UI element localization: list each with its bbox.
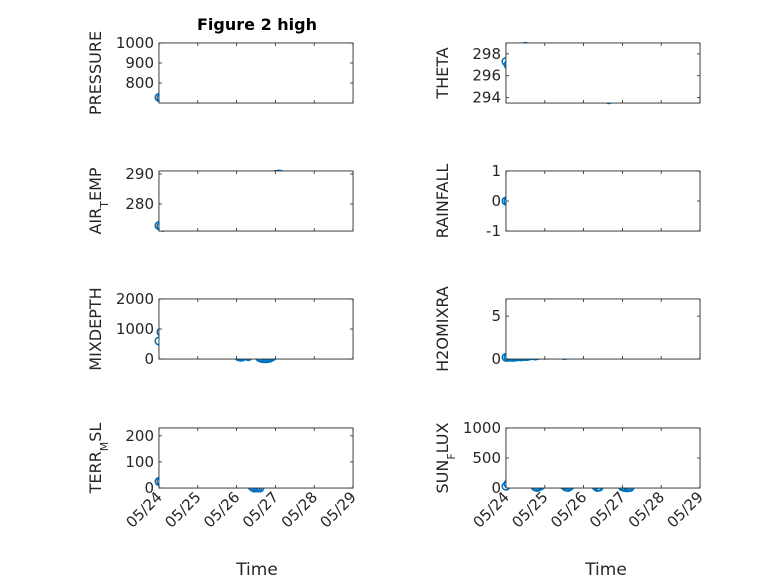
y-tick-label: 298	[472, 45, 501, 63]
ylabel-main-part: TERR	[86, 451, 105, 494]
y-tick-label: -1	[486, 222, 501, 240]
y-tick-label: 5	[491, 307, 501, 325]
y-axis-label: TERRMSL	[86, 423, 111, 495]
axes-frame	[505, 298, 701, 360]
y-axis-ticks: 0 1000 2000	[116, 290, 353, 368]
y-axis-ticks: 294 296 298	[472, 45, 700, 107]
y-tick-label: 2000	[116, 290, 154, 308]
y-tick-label: 1000	[116, 34, 154, 52]
axes-frame	[158, 170, 354, 232]
ylabel-subscript: T	[98, 201, 111, 209]
y-tick-label: 900	[125, 54, 154, 72]
axes-frame	[505, 170, 701, 232]
ylabel-main-part: LUX	[433, 422, 452, 453]
y-tick-label: 200	[125, 427, 154, 445]
y-tick-label: 1000	[116, 320, 154, 338]
y-tick-label: 100	[125, 453, 154, 471]
x-axis-ticks	[158, 299, 354, 359]
axes-frame	[158, 298, 354, 360]
x-axis-ticks	[505, 43, 701, 103]
ylabel-main-part: SL	[86, 423, 105, 442]
y-tick-label: 800	[125, 74, 154, 92]
ylabel-subscript: F	[445, 453, 458, 459]
y-axis-label: MIXDEPTH	[86, 287, 105, 370]
ylabel-main-part: SUN	[433, 460, 452, 494]
x-axis-ticks	[505, 171, 701, 231]
axes-frame	[505, 42, 701, 104]
x-axis-ticks	[158, 43, 354, 103]
y-axis-ticks: -1 0 1	[486, 162, 700, 240]
y-tick-label: 1000	[463, 419, 501, 437]
y-axis-label: SUNFLUX	[433, 422, 458, 493]
y-tick-label: 280	[125, 195, 154, 213]
axes-frame	[158, 42, 354, 104]
y-tick-label: 294	[472, 89, 501, 107]
y-tick-label: 296	[472, 67, 501, 85]
subplot-air-temp: 280 290 AIRTEMP	[86, 165, 354, 235]
y-tick-label: 0	[491, 350, 501, 368]
y-tick-label: 0	[491, 192, 501, 210]
subplot-theta: 294 296 298 THETA	[433, 41, 701, 107]
subplot-pressure: 800 900 1000 PRESSURE	[86, 31, 354, 115]
y-axis-label: PRESSURE	[86, 31, 105, 115]
y-tick-label: 0	[491, 479, 501, 497]
axes-frame	[505, 427, 701, 489]
x-axis-ticks	[505, 299, 701, 359]
x-axis-ticks	[158, 171, 354, 231]
y-axis-label: THETA	[433, 47, 452, 99]
y-tick-label: 0	[144, 479, 154, 497]
subplot-mixdepth: 0 1000 2000 MIXDEPTH	[86, 287, 354, 371]
x-axis-label-right: Time	[584, 560, 627, 580]
y-axis-ticks: 05	[491, 307, 700, 368]
ylabel-main-part: EMP	[86, 167, 105, 201]
x-axis-label-left: Time	[235, 560, 278, 580]
y-axis-label: H2OMIXRA	[433, 286, 452, 372]
y-axis-ticks: 800 900 1000	[116, 34, 353, 92]
ylabel-main-part: AIR	[86, 208, 105, 235]
y-axis-ticks: 0 500 1000	[463, 419, 700, 497]
y-tick-label: 500	[472, 449, 501, 467]
y-axis-ticks: 280 290	[125, 165, 353, 213]
y-tick-label: 290	[125, 165, 154, 183]
y-axis-label: RAINFALL	[433, 164, 452, 239]
y-tick-label: 0	[144, 350, 154, 368]
figure-title: Figure 2 high	[197, 15, 317, 34]
subplot-rainfall: -1 0 1 RAINFALL	[433, 162, 701, 240]
axes-frame	[158, 427, 354, 489]
y-axis-ticks: 0 100 200	[125, 427, 353, 497]
ylabel-subscript: M	[98, 442, 111, 452]
y-tick-label: 1	[491, 162, 501, 180]
y-axis-label: AIRTEMP	[86, 167, 111, 234]
